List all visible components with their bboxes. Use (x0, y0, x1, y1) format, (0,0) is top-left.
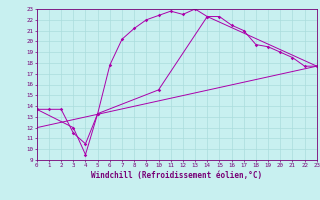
X-axis label: Windchill (Refroidissement éolien,°C): Windchill (Refroidissement éolien,°C) (91, 171, 262, 180)
